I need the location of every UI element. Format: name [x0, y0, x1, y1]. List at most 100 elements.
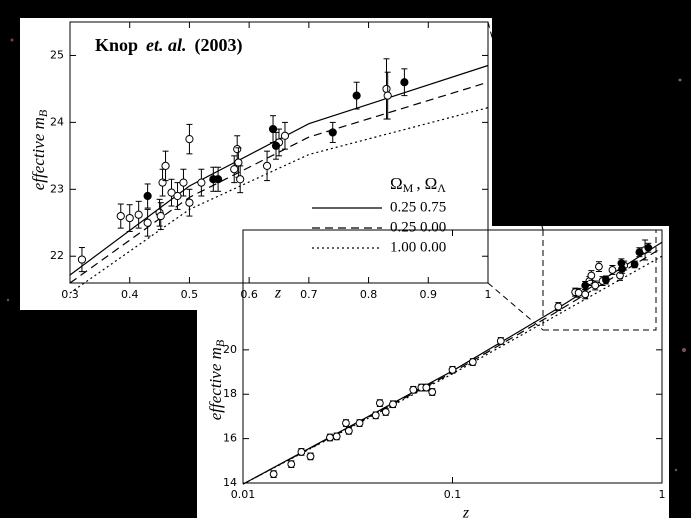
- x-tick-label: 0.9: [420, 288, 438, 301]
- y-tick-label: 23: [50, 182, 64, 195]
- data-point: [233, 145, 242, 154]
- data-point: [134, 210, 143, 219]
- data-point: [635, 248, 644, 257]
- data-point: [143, 191, 152, 201]
- data-point: [236, 175, 245, 184]
- y-tick-label: 18: [223, 387, 237, 400]
- x-axis-label: z: [274, 285, 282, 302]
- data-point: [213, 175, 223, 184]
- title-part: Knop: [95, 35, 138, 55]
- data-point: [269, 470, 278, 479]
- model-line: [69, 107, 489, 294]
- data-point: [554, 302, 563, 311]
- data-point: [608, 266, 617, 274]
- data-point: [587, 271, 596, 280]
- data-point: [125, 213, 134, 223]
- y-tick-label: 25: [50, 48, 64, 61]
- data-point: [234, 158, 243, 167]
- data-point: [400, 78, 409, 87]
- legend-header-symbol: Ω: [425, 174, 438, 193]
- plot-frame: [69, 21, 489, 284]
- data-point: [185, 198, 194, 207]
- data-point: [268, 124, 278, 134]
- y-tick-label: 20: [223, 343, 237, 356]
- data-point: [167, 188, 176, 197]
- data-point: [230, 165, 239, 174]
- data-point: [116, 211, 125, 221]
- title-part: (2003): [195, 35, 243, 56]
- data-point: [352, 91, 361, 100]
- title-part: et. al.: [146, 35, 187, 55]
- data-point: [280, 131, 290, 140]
- data-point: [375, 399, 384, 408]
- y-tick-label: 24: [50, 115, 64, 128]
- x-tick-label: 0.3: [61, 288, 79, 301]
- legend-header-sub: M: [403, 181, 414, 195]
- data-point: [328, 128, 337, 137]
- x-tick-label: 0.5: [181, 288, 199, 301]
- star: [682, 348, 686, 352]
- data-point: [197, 178, 206, 187]
- data-point: [326, 433, 334, 442]
- data-point: [428, 388, 437, 396]
- model-line: [69, 81, 489, 284]
- x-tick-label: 0.01: [231, 488, 256, 501]
- data-point: [591, 281, 600, 290]
- data-point: [297, 448, 306, 456]
- x-tick-label: 0.6: [240, 288, 258, 301]
- data-point: [496, 337, 505, 345]
- data-point: [344, 426, 353, 435]
- data-point: [287, 460, 296, 469]
- y-tick-label: 14: [223, 476, 237, 489]
- data-point: [382, 84, 391, 94]
- y-axis-label-sub: B: [213, 339, 227, 347]
- data-point: [422, 383, 431, 392]
- data-point: [179, 178, 188, 187]
- legend-label: 0.25 0.00: [390, 219, 446, 235]
- star: [674, 468, 678, 472]
- x-axis-label: z: [462, 505, 470, 518]
- y-axis-label-text: effective m: [206, 347, 225, 420]
- data-point: [271, 141, 281, 150]
- y-tick-label: 22: [50, 249, 64, 262]
- star: [678, 78, 682, 82]
- data-point: [574, 288, 583, 297]
- data-point: [371, 411, 380, 420]
- legend-header-sub: Λ: [437, 181, 446, 195]
- data-point: [355, 419, 364, 427]
- y-axis-label-text: effective m: [29, 117, 48, 190]
- data-point: [581, 281, 590, 290]
- data-point: [306, 452, 315, 461]
- star: [6, 298, 10, 302]
- zoom-connector: [487, 21, 544, 231]
- data-point: [262, 161, 272, 170]
- y-axis-label: effective mB: [29, 109, 50, 190]
- data-point: [602, 276, 610, 284]
- zoom-box: [542, 229, 657, 331]
- data-point: [383, 91, 392, 100]
- x-tick-label: 0.8: [360, 288, 378, 301]
- chart-title: Knop et. al. (2003): [95, 35, 243, 56]
- data-point: [468, 358, 477, 366]
- legend-header-symbol: Ω: [390, 174, 403, 193]
- y-axis-label-sub: B: [36, 109, 50, 117]
- y-tick-label: 16: [223, 432, 237, 445]
- data-point: [448, 365, 457, 374]
- main-chart: 0.01 0.1 1 14 16 18 20 z effective mB: [206, 229, 666, 518]
- data-point: [156, 211, 165, 221]
- legend-label: 0.25 0.75: [390, 199, 446, 215]
- data-point: [185, 135, 194, 144]
- star: [10, 38, 14, 42]
- data-point: [644, 243, 653, 252]
- y-axis-label: effective mB: [206, 339, 227, 420]
- x-tick-label: 1: [485, 288, 492, 301]
- data-point: [332, 432, 341, 441]
- x-tick-label: 0.4: [121, 288, 139, 301]
- data-point: [161, 161, 170, 170]
- legend-label: 1.00 0.00: [390, 239, 446, 255]
- inset-chart: 0.3 0.4 0.5 0.6 0.7 0.8 0.9 1 22 23 24 25 z effective…: [29, 21, 492, 302]
- data-point: [618, 264, 627, 273]
- data-point: [630, 260, 639, 269]
